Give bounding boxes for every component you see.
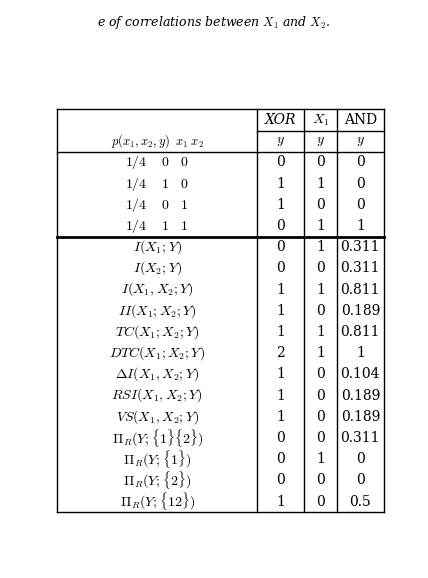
Text: $I(X_1;Y)$: $I(X_1;Y)$	[133, 238, 182, 256]
Text: 1: 1	[276, 283, 285, 297]
Text: $\Pi_R(Y;\{2\})$: $\Pi_R(Y;\{2\})$	[123, 470, 191, 491]
Text: $\Delta I(X_1,X_2;Y)$: $\Delta I(X_1,X_2;Y)$	[115, 365, 199, 383]
Text: $DTC(X_1;X_2;Y)$: $DTC(X_1;X_2;Y)$	[109, 344, 205, 362]
Text: 1: 1	[316, 325, 325, 339]
Text: 0.811: 0.811	[341, 325, 380, 339]
Text: 0.311: 0.311	[341, 240, 380, 254]
Text: 1: 1	[276, 368, 285, 381]
Text: 0: 0	[356, 452, 365, 466]
Text: $II(X_1;X_2;Y)$: $II(X_1;X_2;Y)$	[118, 302, 196, 320]
Text: 1: 1	[276, 198, 285, 212]
Text: 0.189: 0.189	[341, 304, 380, 318]
Text: 0: 0	[316, 431, 325, 445]
Text: 1: 1	[276, 177, 285, 191]
Text: 1: 1	[316, 346, 325, 360]
Text: 0: 0	[356, 198, 365, 212]
Text: 1: 1	[316, 452, 325, 466]
Text: 0: 0	[356, 177, 365, 191]
Text: 0.104: 0.104	[341, 368, 380, 381]
Text: 0: 0	[276, 219, 285, 233]
Text: 0: 0	[316, 388, 325, 403]
Text: 0: 0	[316, 261, 325, 275]
Text: 0: 0	[276, 452, 285, 466]
Text: $y$: $y$	[356, 134, 365, 148]
Text: 0: 0	[276, 473, 285, 487]
Text: 0: 0	[276, 261, 285, 275]
Text: 1: 1	[276, 410, 285, 424]
Text: $VS(X_1,X_2;Y)$: $VS(X_1,X_2;Y)$	[116, 408, 199, 425]
Text: 1: 1	[316, 177, 325, 191]
Text: 0: 0	[356, 473, 365, 487]
Text: 1: 1	[276, 304, 285, 318]
Text: $\Pi_R(Y;\{1\})$: $\Pi_R(Y;\{1\})$	[123, 449, 191, 470]
Text: 0: 0	[276, 155, 285, 169]
Text: $I(X_1,X_2;Y)$: $I(X_1,X_2;Y)$	[121, 281, 193, 298]
Text: 1: 1	[356, 219, 365, 233]
Text: 0: 0	[316, 155, 325, 169]
Text: $1/4 \quad\; 1 \quad 0$: $1/4 \quad\; 1 \quad 0$	[125, 175, 189, 192]
Text: 1: 1	[356, 346, 365, 360]
Text: $1/4 \quad\; 1 \quad 1$: $1/4 \quad\; 1 \quad 1$	[125, 217, 189, 235]
Text: 0: 0	[276, 240, 285, 254]
Text: $p(x_1,x_2,y) \;\; x_1 \; x_2$: $p(x_1,x_2,y) \;\; x_1 \; x_2$	[111, 132, 204, 150]
Text: 0: 0	[316, 198, 325, 212]
Text: 0.311: 0.311	[341, 431, 380, 445]
Text: 1: 1	[316, 219, 325, 233]
Text: 0.5: 0.5	[349, 495, 371, 509]
Text: 1: 1	[316, 240, 325, 254]
Text: $\Pi_R(Y;\{12\})$: $\Pi_R(Y;\{12\})$	[119, 491, 195, 512]
Text: e of correlations between $X_1$ and $X_2$.: e of correlations between $X_1$ and $X_2…	[98, 14, 330, 31]
Text: 0.189: 0.189	[341, 410, 380, 424]
Text: 1: 1	[316, 283, 325, 297]
Text: 0: 0	[356, 155, 365, 169]
Text: 0: 0	[316, 304, 325, 318]
Text: 0: 0	[276, 431, 285, 445]
Text: $RSI(X_1,X_2;Y)$: $RSI(X_1,X_2;Y)$	[111, 387, 203, 405]
Text: $I(X_2;Y)$: $I(X_2;Y)$	[133, 260, 182, 277]
Text: 2: 2	[276, 346, 285, 360]
Text: 1: 1	[276, 495, 285, 509]
Text: $y$: $y$	[316, 134, 325, 148]
Text: AND: AND	[344, 113, 377, 127]
Text: $y$: $y$	[276, 134, 285, 148]
Text: 0: 0	[316, 410, 325, 424]
Text: 0: 0	[316, 368, 325, 381]
Text: $TC(X_1;X_2;Y)$: $TC(X_1;X_2;Y)$	[115, 323, 199, 341]
Text: $\Pi_R(Y;\{1\}\{2\})$: $\Pi_R(Y;\{1\}\{2\})$	[112, 427, 203, 449]
Text: 1: 1	[276, 325, 285, 339]
Text: 0.189: 0.189	[341, 388, 380, 403]
Text: XOR: XOR	[265, 113, 297, 127]
Text: 0: 0	[316, 473, 325, 487]
Text: $X_1$: $X_1$	[312, 112, 329, 128]
Text: 0.811: 0.811	[341, 283, 380, 297]
Text: $1/4 \quad\; 0 \quad 0$: $1/4 \quad\; 0 \quad 0$	[125, 153, 189, 172]
Text: 0: 0	[316, 495, 325, 509]
Text: 1: 1	[276, 388, 285, 403]
Text: 0.311: 0.311	[341, 261, 380, 275]
Text: $1/4 \quad\; 0 \quad 1$: $1/4 \quad\; 0 \quad 1$	[125, 196, 189, 214]
